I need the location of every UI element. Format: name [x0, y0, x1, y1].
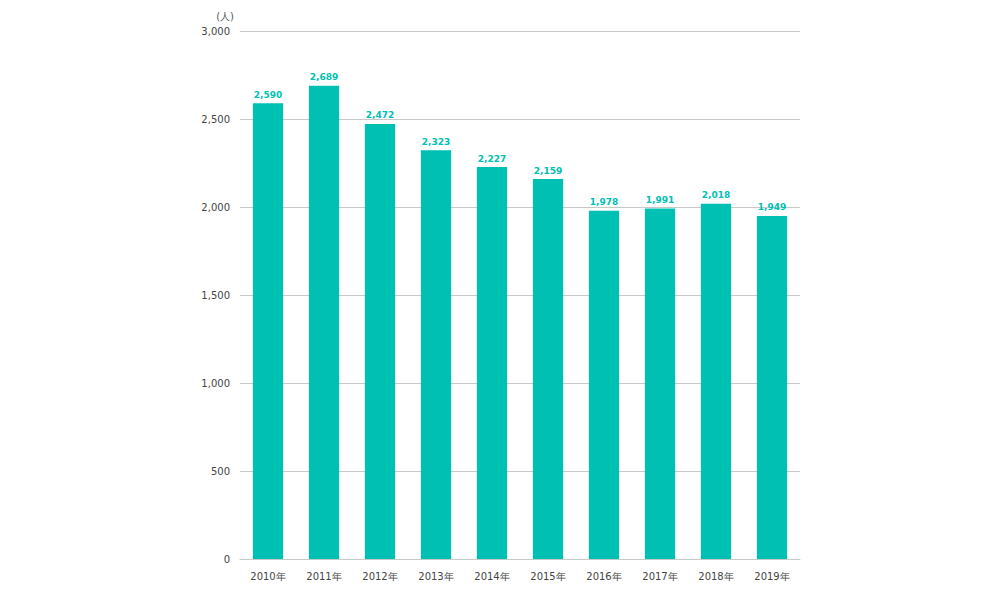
svg-text:1,949: 1,949 [758, 202, 786, 212]
svg-text:2016年: 2016年 [586, 571, 621, 582]
svg-text:2,323: 2,323 [422, 137, 450, 147]
svg-text:2010年: 2010年 [250, 571, 285, 582]
svg-text:1,991: 1,991 [646, 195, 674, 205]
svg-text:(人): (人) [216, 11, 234, 22]
svg-text:2015年: 2015年 [530, 571, 565, 582]
svg-text:2011年: 2011年 [306, 571, 341, 582]
svg-text:2,472: 2,472 [366, 110, 394, 120]
svg-text:2,689: 2,689 [310, 72, 338, 82]
svg-text:2,159: 2,159 [534, 166, 562, 176]
svg-text:2019年: 2019年 [754, 571, 789, 582]
svg-text:500: 500 [211, 466, 230, 477]
svg-text:2,590: 2,590 [254, 90, 282, 100]
svg-text:2012年: 2012年 [362, 571, 397, 582]
svg-text:2014年: 2014年 [474, 571, 509, 582]
svg-text:2017年: 2017年 [642, 571, 677, 582]
svg-text:1,978: 1,978 [590, 197, 618, 207]
svg-text:3,000: 3,000 [201, 26, 230, 37]
svg-text:2,000: 2,000 [201, 202, 230, 213]
svg-text:2018年: 2018年 [698, 571, 733, 582]
svg-text:1,500: 1,500 [201, 290, 230, 301]
svg-text:1,000: 1,000 [201, 378, 230, 389]
svg-text:2,500: 2,500 [201, 114, 230, 125]
svg-text:0: 0 [224, 554, 230, 565]
svg-text:2,018: 2,018 [702, 190, 730, 200]
svg-text:2013年: 2013年 [418, 571, 453, 582]
svg-text:2,227: 2,227 [478, 154, 506, 164]
